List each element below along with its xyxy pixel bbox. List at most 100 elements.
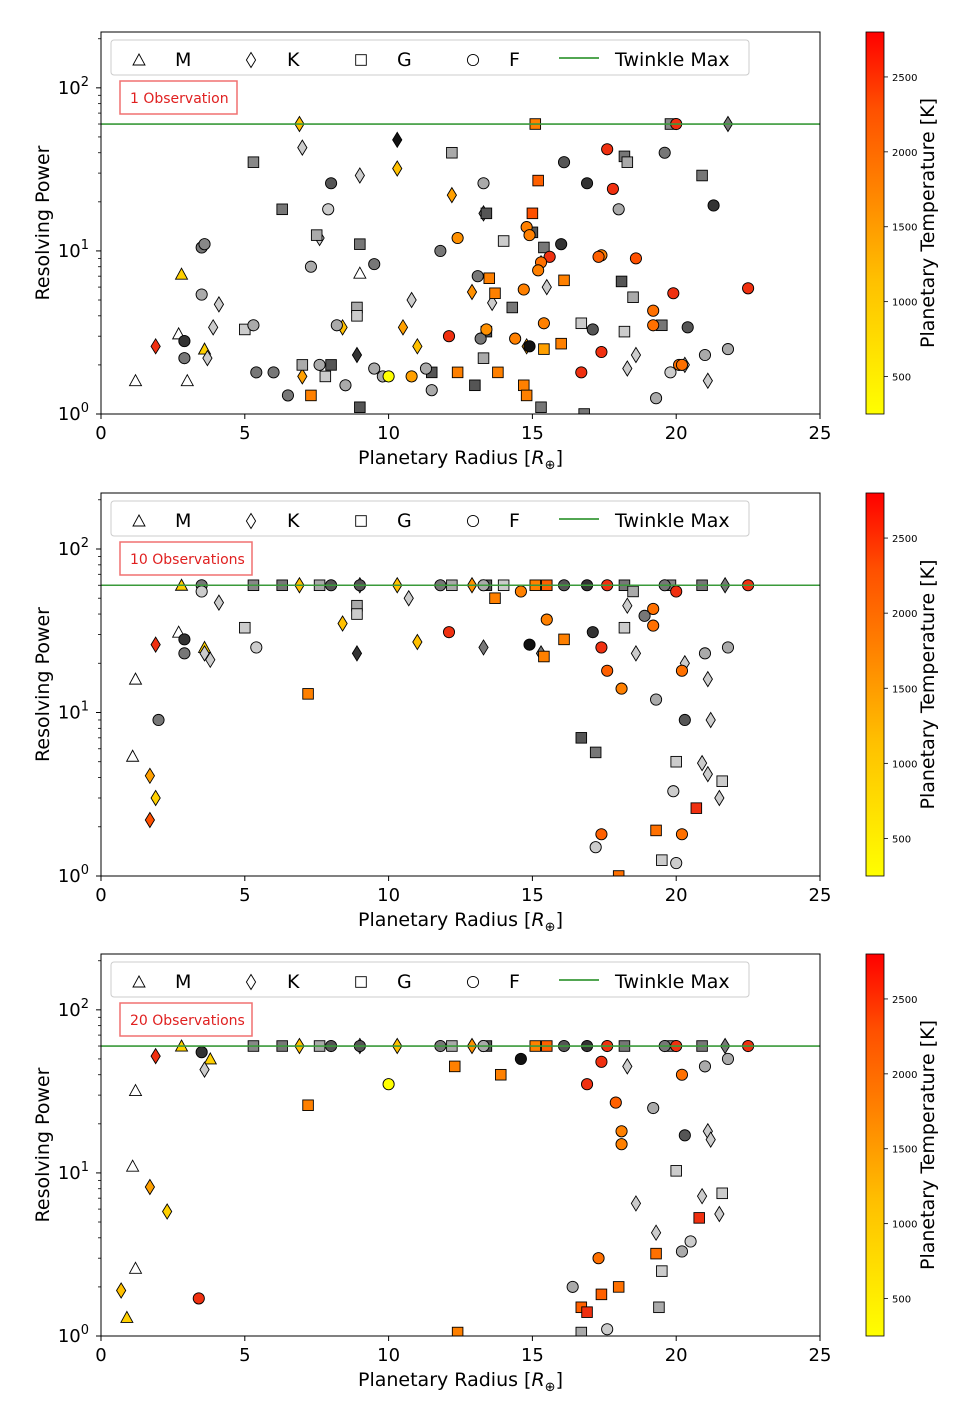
point-F — [647, 602, 660, 615]
legend-marker-M — [132, 514, 146, 527]
point-K — [144, 1178, 156, 1196]
point-F — [606, 182, 619, 195]
point-G — [351, 310, 363, 322]
colorbar-tick-label: 2000 — [892, 609, 917, 620]
scatter-panel-3: 0 5 10 15 20 25 100 101 102 Planetary Radius [R⊕]… — [32, 953, 939, 1395]
point-G — [518, 379, 530, 392]
point-F — [650, 392, 663, 405]
point-F — [647, 304, 660, 317]
colorbar-tick-label: 1500 — [892, 223, 917, 234]
point-G — [693, 1212, 705, 1224]
point-F — [601, 1323, 614, 1336]
point-G — [575, 317, 588, 330]
point-F — [474, 332, 487, 345]
point-K — [466, 283, 478, 301]
colorbar: 500 1000 1500 2000 2500 Planetary Temperature… — [865, 953, 939, 1337]
point-K — [205, 651, 216, 669]
point-K — [696, 754, 708, 772]
point-G — [618, 325, 631, 338]
point-F — [678, 1129, 691, 1142]
y-tick-label: 101 — [58, 699, 89, 723]
point-F — [595, 345, 608, 359]
plot-frame — [100, 31, 821, 415]
point-F — [675, 1068, 689, 1081]
legend: M K G F Twinkle Max — [110, 961, 750, 998]
annotation-box — [119, 1002, 253, 1037]
x-tick-label: 25 — [809, 1345, 832, 1366]
legend-label-twinkle-max: Twinkle Max — [614, 510, 730, 532]
point-K — [392, 160, 403, 177]
annotation-text: 1 Observation — [130, 91, 229, 107]
point-K — [412, 337, 423, 355]
point-F — [532, 264, 545, 277]
point-F — [267, 366, 280, 379]
point-G — [239, 621, 251, 634]
point-F — [537, 317, 550, 330]
point-G — [520, 389, 533, 402]
point-F — [555, 238, 568, 251]
x-axis-label: Planetary Radius [R⊕] — [358, 447, 563, 473]
point-F — [382, 370, 395, 383]
point-F — [178, 633, 191, 646]
point-G — [589, 746, 602, 759]
point-G — [451, 1326, 464, 1336]
point-F — [152, 713, 165, 727]
point-F — [368, 258, 381, 271]
legend-marker-G — [355, 54, 367, 66]
point-G — [627, 291, 639, 303]
point-F — [595, 828, 608, 841]
point-G — [621, 156, 634, 168]
point-F — [681, 321, 694, 334]
point-F — [609, 1096, 622, 1109]
point-F — [647, 1101, 660, 1115]
x-tick-label: 15 — [521, 423, 544, 444]
point-F — [592, 1252, 605, 1265]
x-tick-label: 0 — [95, 423, 106, 444]
point-F — [566, 1280, 579, 1293]
colorbar-tick-label: 2000 — [892, 148, 917, 159]
y-axis-label: Resolving Power — [32, 1067, 54, 1222]
x-tick-label: 10 — [377, 1345, 400, 1366]
x-tick-label: 0 — [95, 1345, 106, 1366]
colorbar: 500 1000 1500 2000 2500 Planetary Temperature… — [865, 31, 939, 415]
point-F — [595, 641, 608, 654]
point-F — [675, 664, 689, 677]
point-F — [523, 229, 536, 242]
point-F — [247, 319, 260, 332]
colorbar-tick-label: 1000 — [892, 1220, 917, 1231]
point-G — [575, 1326, 588, 1336]
x-axis-label: Planetary Radius [R⊕] — [358, 909, 563, 935]
x-tick-label: 5 — [239, 1345, 250, 1366]
point-G — [319, 370, 332, 383]
point-G — [612, 870, 625, 876]
point-K — [622, 1058, 633, 1075]
point-F — [742, 282, 755, 295]
point-F — [647, 319, 660, 332]
observation-annotation: 1 Observation — [119, 80, 238, 115]
colorbar-tick-label: 2500 — [892, 73, 917, 84]
point-F — [601, 664, 614, 677]
point-K — [478, 639, 489, 656]
point-G — [618, 621, 631, 634]
legend-marker-M — [132, 53, 146, 66]
legend-label-M: M — [175, 49, 191, 71]
point-F — [325, 177, 338, 190]
y-tick-label: 102 — [58, 997, 89, 1021]
point-K — [702, 372, 713, 390]
point-F — [330, 319, 343, 332]
point-G — [492, 366, 504, 379]
point-G — [325, 359, 337, 371]
point-G — [538, 241, 550, 254]
legend-frame — [110, 961, 750, 998]
legend-label-K: K — [287, 510, 300, 532]
point-F — [250, 366, 263, 379]
point-F — [304, 260, 317, 273]
point-G — [653, 1301, 665, 1314]
point-K — [297, 368, 308, 385]
annotation-box — [119, 80, 238, 115]
point-F — [615, 682, 628, 695]
point-F — [281, 389, 294, 402]
legend-frame — [110, 39, 750, 76]
point-K — [351, 644, 363, 662]
legend-label-F: F — [509, 510, 520, 532]
